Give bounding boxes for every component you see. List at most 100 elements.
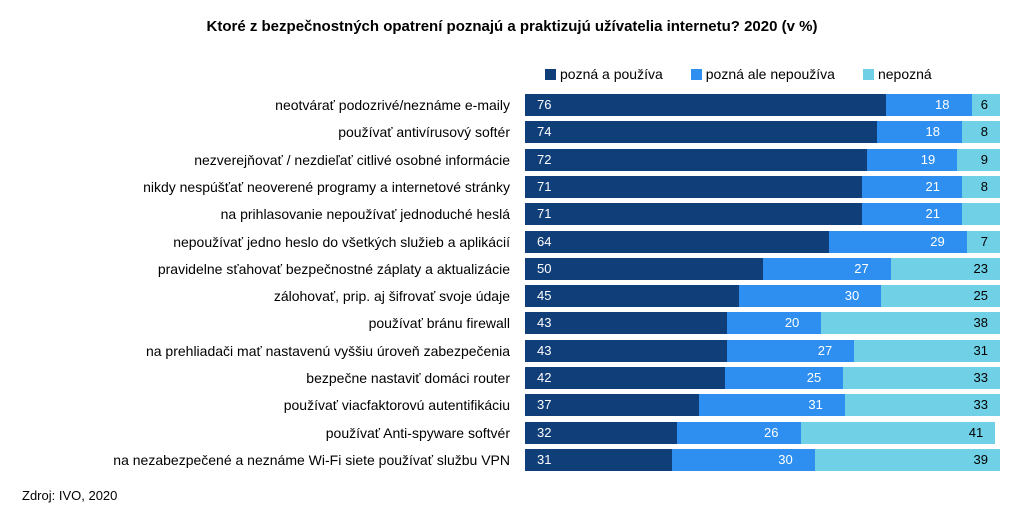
category-label: nikdy nespúšťať neoverené programy a int… [143,178,510,195]
bar-segment: 38 [821,312,1001,335]
category-label: bezpečne nastaviť domáci router [306,370,510,386]
category-label: používať antivírusový softér [338,124,510,141]
bar-segment: 42 [525,367,725,389]
bar-segment: 32 [525,421,677,444]
data-label: 31 [537,451,552,467]
bar-segment: 71 [525,175,863,198]
data-label: 45 [537,288,552,304]
bar-row: bezpečne nastaviť domáci router 42 25 33 [0,367,1024,389]
data-label: 25 [806,370,822,385]
bar-segment: 33 [843,367,1000,389]
legend-item-2: nepozná [862,66,932,82]
data-label: 41 [968,424,984,440]
bar-segment: 31 [525,448,673,471]
data-label: 42 [537,370,552,385]
data-label: 71 [537,206,552,222]
data-label: 18 [925,124,940,140]
data-label: 21 [925,178,940,194]
bar-stack: 37 31 33 [525,394,1001,417]
bar-row: používať bránu firewall 43 20 38 [0,312,1024,335]
bar-stack: 32 26 41 [525,421,1000,444]
data-label: 39 [973,451,988,467]
bar-segment: 18 [886,94,972,116]
data-label: 31 [808,397,823,413]
data-label: 38 [973,315,989,331]
bar-segment: 21 [862,203,962,226]
data-label: 30 [844,288,860,304]
data-label: 33 [973,370,988,385]
bar-segment: 41 [800,421,996,444]
bar-segment: 50 [525,257,763,280]
bar-segment: 74 [525,121,877,144]
data-label: 19 [920,151,936,167]
bar-segment: 30 [738,285,882,308]
data-label: 9 [980,151,988,167]
bar-stack: 76 18 6 [525,94,1000,116]
bar-segment: 39 [814,448,1000,471]
bar-segment: 45 [525,285,739,308]
data-label: 27 [854,260,869,276]
bar-segment: 26 [677,421,801,444]
bar-segment: 31 [699,394,845,417]
bar-stack: 45 30 25 [525,285,1000,308]
data-label: 20 [784,315,800,331]
legend-label-1: pozná ale nepoužíva [705,66,835,82]
category-label: používať viacfaktorovú autentifikáciu [283,397,510,414]
data-label: 7 [980,233,988,249]
bar-segment: 76 [525,94,886,116]
data-label: 43 [537,315,552,331]
bar-segment: 27 [727,339,855,362]
bar-stack: 71 21 [525,203,1000,226]
data-label: 18 [935,97,950,112]
data-label: 31 [973,342,989,358]
data-label: 37 [537,397,552,413]
category-label: nezverejňovať / nezdieľať citlivé osobné… [194,151,510,168]
bar-row: neotvárať podozrivé/neznáme e-maily 76 18 6 [0,94,1024,116]
chart-title: Ktoré z bezpečnostných opatrení poznajú … [206,18,818,35]
data-label: 33 [973,397,989,413]
bar-segment: 18 [876,121,962,144]
data-label: 64 [537,233,552,249]
bar-segment: 27 [762,257,891,280]
bar-segment: 29 [829,230,967,253]
bar-stack: 74 18 8 [525,121,1000,144]
bar-segment: 64 [525,230,829,253]
bar-segment: 37 [525,394,700,417]
bar-row: pravidelne sťahovať bezpečnostné záplaty… [0,257,1024,280]
bar-row: nikdy nespúšťať neoverené programy a int… [0,175,1024,198]
bar-stack: 43 20 38 [525,312,1001,335]
legend-swatch-2 [862,68,874,80]
bar-segment: 30 [672,448,815,471]
data-label: 26 [764,424,779,440]
bar-segment: 19 [867,148,958,171]
bar-stack: 71 21 8 [525,175,1000,198]
bar-row: používať antivírusový softér 74 18 8 [0,121,1024,144]
bar-segment: 43 [525,312,728,335]
bar-row: nepoužívať jedno heslo do všetkých služi… [0,230,1024,253]
bar-segment [962,203,1000,226]
bar-segment: 33 [844,394,1001,417]
legend-item-0: pozná a používa [545,66,663,82]
bar-segment: 31 [854,339,1001,362]
bar-row: zálohovať, prip. aj šifrovať svoje údaje… [0,285,1024,308]
data-label: 6 [980,97,988,112]
bar-stack: 31 30 39 [525,448,1000,471]
bar-row: na prihlasovanie nepoužívať jednoduché h… [0,203,1024,226]
data-label: 76 [537,97,552,112]
category-label: používať Anti-spyware softvér [325,424,510,441]
data-label: 23 [973,260,988,276]
bar-row: používať Anti-spyware softvér 32 26 41 [0,421,1024,444]
bar-segment: 8 [962,121,1000,144]
data-label: 27 [817,342,833,358]
data-label: 8 [980,124,988,140]
bar-segment: 6 [971,94,1000,116]
bar-segment: 21 [862,175,962,198]
bar-stack: 42 25 33 [525,367,1000,389]
bar-stack: 64 29 7 [525,230,1000,253]
data-label: 25 [973,288,988,304]
bar-segment: 9 [957,148,1000,171]
category-label: používať bránu firewall [368,315,510,332]
bar-segment: 43 [525,339,728,362]
bar-row: používať viacfaktorovú autentifikáciu 37 3… [0,394,1024,417]
bar-row: na prehliadači mať nastavenú vyššiu úrov… [0,339,1024,362]
